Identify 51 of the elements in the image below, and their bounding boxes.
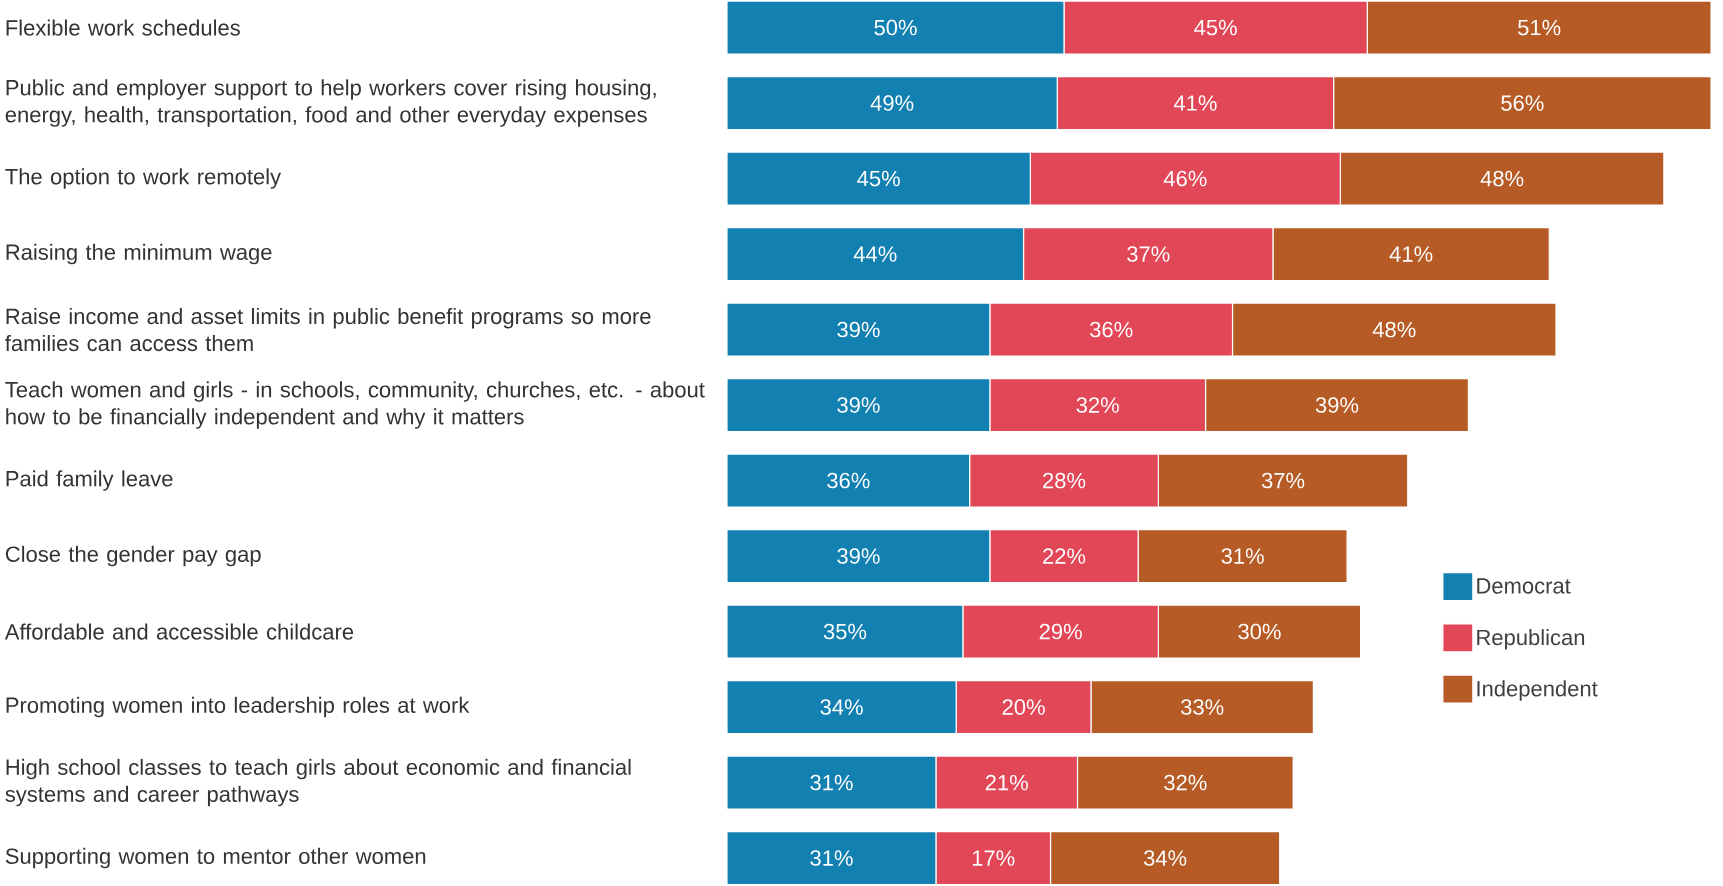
data-label: 22% [1043,548,1086,564]
data-label: 50% [874,19,917,36]
data-label: 36% [1090,321,1133,338]
y-tick-label: High school classes to teach girls about economic and financial systems and career pathways [5,758,631,807]
data-label: 32% [1164,774,1207,791]
data-label: 20% [1002,699,1045,715]
y-tick-label: Promoting women into leadership roles at work [6,696,470,718]
data-label: 44% [853,246,897,262]
y-tick-label: Affordable and accessible childcare [4,623,354,640]
y-tick-label: Supporting women to mentor other women [5,847,426,869]
y-tick-label: Public and employer support to help workers cover rising housing, energy, health, transportation, food and other everyday expenses [5,79,656,127]
y-tick-label: Close the gender pay gap [5,545,261,567]
data-label: 35% [823,623,867,640]
data-label: 51% [1518,19,1561,36]
data-label: 56% [1501,95,1544,111]
data-label: 32% [1076,397,1119,413]
data-label: 49% [870,95,914,111]
data-label: 39% [837,397,880,413]
data-label: 17% [972,850,1015,866]
data-label: 34% [820,699,863,715]
y-tick-label: Paid family leave [6,470,173,491]
legend-label: Republican [1477,629,1585,650]
y-tick-label: Flexible work schedules [6,19,240,36]
data-label: 39% [1315,397,1359,413]
data-label: 21% [985,774,1028,791]
data-label: 45% [1194,19,1237,36]
y-tick-label: Raise income and asset limits in public benefit programs so more families can access them [5,308,651,352]
data-label: 41% [1173,95,1217,111]
data-label: 39% [837,321,880,338]
legend-label: Independent [1477,680,1598,701]
data-label: 33% [1181,699,1224,715]
data-label: 34% [1143,850,1187,866]
data-label: 31% [810,774,853,791]
y-tick-label: Raising the minimum wage [6,243,272,265]
legend-label: Democrat [1477,578,1571,594]
data-label: 31% [1221,548,1264,564]
data-label: 29% [1039,623,1082,640]
data-label: 37% [1261,472,1305,489]
y-tick-label: The option to work remotely [5,168,282,189]
y-tick-label: Teach women and girls - in schools, community, churches, etc. - about how to be financially independent and why it matters [5,381,705,429]
data-label: 48% [1480,170,1524,187]
data-label: 37% [1127,246,1170,262]
data-label: 39% [837,548,880,564]
data-label: 28% [1043,472,1086,489]
data-label: 45% [857,170,900,187]
data-label: 31% [810,850,853,866]
data-label: 30% [1238,623,1281,640]
data-label: 41% [1389,246,1433,262]
data-label: 48% [1372,321,1416,338]
data-label: 36% [827,472,870,489]
data-label: 46% [1163,170,1207,187]
